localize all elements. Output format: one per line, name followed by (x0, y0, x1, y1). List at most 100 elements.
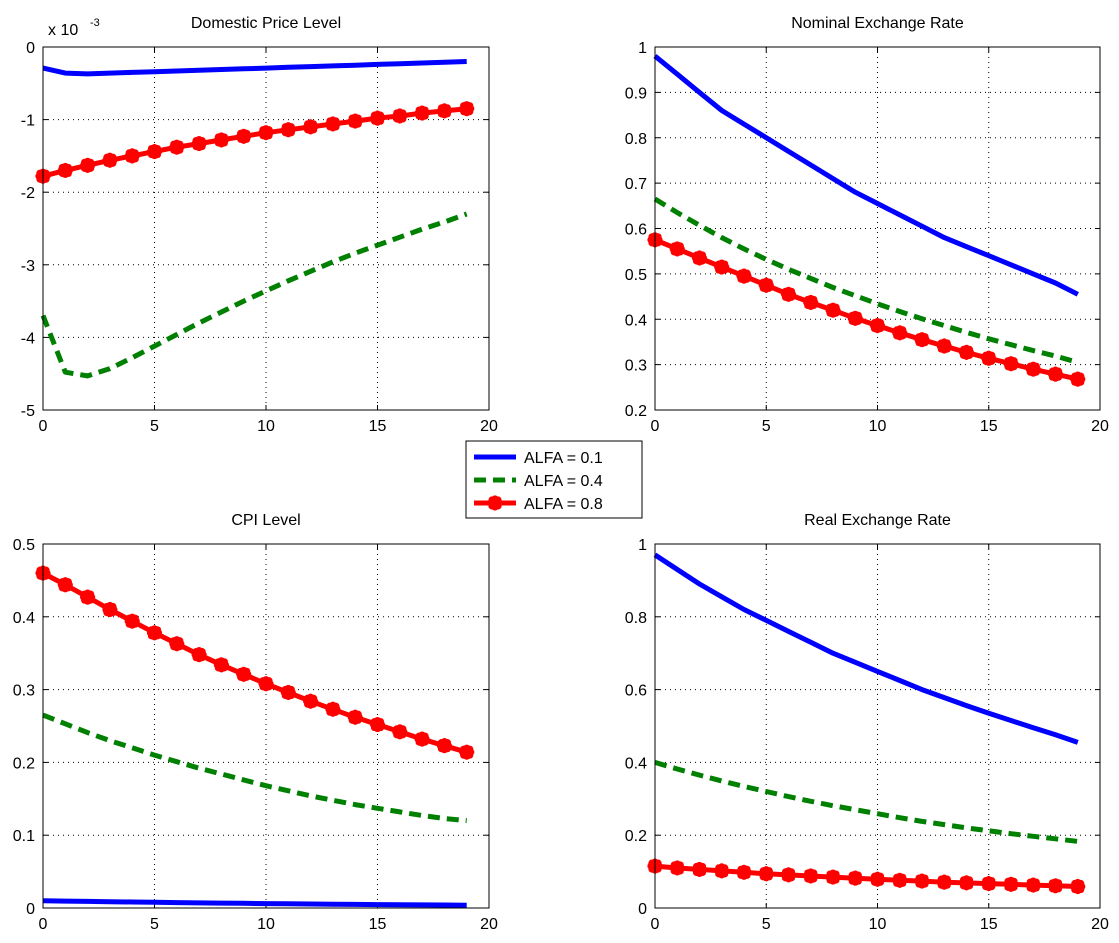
series-marker-alfa-0-8 (780, 286, 797, 302)
series-marker-alfa-0-8 (191, 135, 207, 152)
y-tick-label: 0 (26, 40, 35, 57)
legend: ALFA = 0.1 ALFA = 0.4 ALFA = 0.8 (465, 440, 643, 519)
plot-area (655, 47, 1100, 410)
series-marker-alfa-0-8 (258, 676, 274, 692)
series-marker-alfa-0-8 (981, 876, 997, 892)
series-marker-alfa-0-8 (169, 139, 185, 155)
y-tick-label: 0.7 (625, 176, 647, 193)
series-marker-alfa-0-8 (1047, 366, 1064, 382)
x-tick-label: 15 (369, 418, 387, 435)
series-marker-alfa-0-8 (459, 744, 475, 760)
series-marker-alfa-0-8 (1003, 876, 1019, 892)
series-marker-alfa-0-8 (1070, 878, 1086, 895)
x-tick-label: 0 (39, 418, 48, 435)
x-tick-label: 0 (39, 916, 48, 933)
y-tick-label: 0.3 (625, 358, 647, 375)
series-marker-alfa-0-8 (736, 268, 752, 284)
y-tick-label: 0.4 (625, 312, 647, 329)
legend-marker-flower (487, 495, 503, 511)
series-marker-alfa-0-8 (191, 647, 207, 663)
series-marker-alfa-0-8 (981, 350, 997, 366)
series-marker-alfa-0-8 (213, 132, 229, 148)
legend-label-alfa-0-8: ALFA = 0.8 (524, 496, 603, 513)
axes-frame (42, 46, 490, 411)
y-tick-label: 0.4 (625, 755, 647, 772)
series-marker-alfa-0-8 (914, 332, 930, 348)
x-tick-label: 10 (869, 418, 887, 435)
y-tick-label: 0.9 (625, 85, 647, 102)
series-marker-alfa-0-8 (325, 116, 341, 132)
series-marker-alfa-0-8 (303, 119, 319, 135)
x-tick-label: 20 (480, 418, 498, 435)
series-marker-alfa-0-8 (1003, 356, 1019, 372)
series-marker-alfa-0-8 (958, 344, 975, 360)
series-marker-alfa-0-8 (146, 143, 163, 160)
y-tick-label: 0.6 (625, 222, 647, 239)
x-tick-label: 15 (369, 916, 387, 933)
y-tick-label: -5 (21, 403, 35, 420)
series-marker-alfa-0-8 (459, 101, 475, 117)
series-line-alfa-0-4 (40, 211, 468, 379)
y-tick-label: 0.2 (625, 403, 647, 420)
series-marker-alfa-0-8 (803, 868, 819, 884)
series-marker-alfa-0-8 (124, 613, 140, 629)
y-tick-label: -4 (21, 330, 35, 347)
series-marker-alfa-0-8 (213, 657, 229, 673)
x-tick-label: 15 (980, 418, 998, 435)
series-marker-alfa-0-8 (669, 860, 685, 876)
series-marker-alfa-0-8 (57, 162, 73, 179)
series-marker-alfa-0-8 (869, 318, 886, 334)
series-marker-alfa-0-8 (392, 724, 408, 740)
series-line-alfa-0-1 (42, 898, 467, 908)
y-tick-label: 0 (638, 901, 647, 918)
y-tick-label: 0.4 (13, 610, 35, 627)
series-marker-alfa-0-8 (369, 110, 386, 126)
series-marker-alfa-0-8 (80, 589, 96, 605)
series-marker-alfa-0-8 (1047, 878, 1064, 894)
x-tick-label: 5 (150, 418, 159, 435)
series-marker-alfa-0-8 (803, 294, 819, 311)
series-marker-alfa-0-8 (825, 302, 841, 318)
series-line-alfa-0-1 (42, 59, 467, 77)
legend-swatch-alfa-0-8-marker (487, 495, 503, 511)
series-line-alfa-0-4 (42, 712, 467, 824)
series-marker-alfa-0-8 (236, 128, 252, 144)
legend-label-alfa-0-4: ALFA = 0.4 (524, 473, 603, 490)
subplot-domestic-price-level: 0 5 10 15 20 -5 -4 -3 -2 -1 0 Domestic Price Level x… (21, 15, 498, 435)
series-marker-alfa-0-8 (691, 861, 708, 878)
series-marker-alfa-0-8 (102, 601, 118, 618)
series-marker-alfa-0-8 (303, 693, 319, 709)
x-tick-label: 20 (1091, 418, 1109, 435)
series-marker-alfa-0-8 (80, 157, 96, 173)
series-marker-alfa-0-8 (347, 113, 363, 129)
series-marker-alfa-0-8 (146, 625, 163, 641)
plot-area (43, 47, 489, 410)
series-marker-alfa-0-8 (236, 666, 252, 682)
series-marker-alfa-0-8 (714, 259, 730, 275)
y-tick-label: 1 (638, 537, 647, 554)
x-tick-label: 5 (762, 418, 771, 435)
plot-area (43, 544, 489, 908)
series-marker-alfa-0-8 (436, 738, 452, 754)
series-marker-alfa-0-8 (780, 867, 797, 883)
series-marker-alfa-0-8 (169, 636, 185, 652)
axes-frame (654, 543, 1101, 909)
series-line-alfa-0-4 (653, 196, 1079, 365)
series-marker-alfa-0-8 (369, 716, 386, 733)
axes-frame (654, 46, 1101, 411)
x-tick-label: 5 (150, 916, 159, 933)
series-marker-alfa-0-8 (758, 866, 774, 882)
series-line-alfa-0-4 (654, 760, 1079, 844)
series-marker-alfa-0-8 (691, 250, 708, 266)
subplot-real-exchange-rate: 0 5 10 15 20 0 0.2 0.4 0.6 0.8 1 Real Exchange Rate (625, 512, 1109, 933)
y-tick-label: 0.5 (13, 537, 35, 554)
y-tick-label: 0.5 (625, 267, 647, 284)
x-tick-label: 20 (1091, 916, 1109, 933)
subplot-cpi-level: 0 5 10 15 20 0 0.1 0.2 0.3 0.4 0.5 CPI Level (13, 512, 498, 933)
series-marker-alfa-0-8 (736, 864, 752, 880)
y-tick-label: -2 (21, 185, 35, 202)
series-marker-alfa-0-8 (392, 108, 408, 124)
y-tick-label: -3 (21, 258, 35, 275)
series-marker-alfa-0-8 (758, 277, 774, 293)
